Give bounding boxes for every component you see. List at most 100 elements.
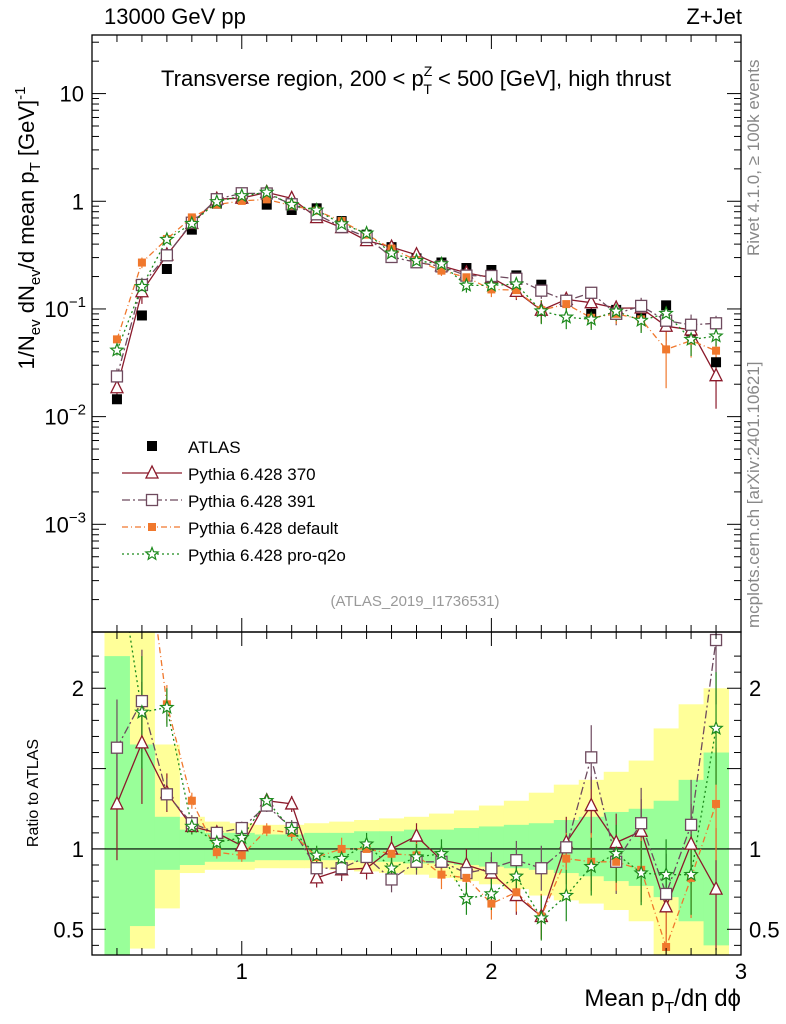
ratio-marker-3 (458, 890, 475, 906)
main-marker-3 (583, 311, 599, 326)
legend-marker (144, 545, 160, 561)
main-marker-3 (308, 202, 325, 217)
ratio-marker-2 (462, 873, 471, 882)
ratio-marker-3 (583, 858, 599, 874)
ratio-marker-2 (187, 796, 196, 805)
main-marker-1 (110, 370, 124, 383)
main-line-0 (116, 191, 717, 388)
atlas-data-point (711, 357, 722, 368)
main-marker-1 (635, 299, 648, 313)
main-marker-2 (237, 196, 246, 205)
main-ytick-label: 10−1 (44, 294, 86, 322)
ratio-marker-3 (508, 868, 525, 883)
ratio-marker-1 (535, 862, 548, 875)
ratio-marker-2 (662, 942, 671, 951)
ratio-marker-2 (337, 844, 346, 853)
main-marker-3 (433, 255, 450, 271)
ratio-marker-3 (333, 850, 350, 866)
main-marker-1 (160, 249, 174, 262)
ratio-marker-3 (234, 829, 250, 845)
ratio-marker-3 (408, 848, 425, 864)
main-line-3 (116, 191, 717, 351)
ratio-marker-2 (237, 851, 246, 860)
ratio-marker-2 (362, 844, 371, 853)
atlas-data-point (186, 224, 197, 235)
ratio-marker-3 (134, 704, 150, 719)
main-marker-3 (383, 244, 400, 260)
ratio-marker-3 (558, 887, 575, 903)
ratio-marker-3 (533, 909, 550, 925)
energy-label: 13000 GeV pp (104, 4, 246, 29)
ratio-marker-0 (409, 827, 424, 842)
band-inner (179, 829, 205, 866)
main-marker-2 (462, 273, 471, 282)
ratio-marker-3 (358, 835, 375, 851)
main-marker-2 (112, 335, 121, 344)
main-marker-2 (487, 285, 496, 294)
atlas-data-point (136, 310, 147, 321)
ratio-marker-3 (683, 866, 699, 882)
legend-marker (145, 493, 159, 507)
ratio-series (109, 545, 724, 955)
main-marker-3 (558, 309, 575, 324)
main-marker-3 (458, 277, 475, 292)
main-ylabel: 1/Nev dNev/d mean pT [GeV]-1 (12, 87, 44, 370)
plot-title: Transverse region, 200 < pZ T < 500 [GeV]… (161, 63, 671, 97)
ratio-marker-0 (109, 795, 125, 810)
legend-marker (148, 523, 156, 531)
main-line-2 (116, 198, 717, 352)
xtick-label: 3 (735, 959, 747, 984)
main-marker-2 (437, 266, 446, 275)
ratio-marker-3 (708, 720, 724, 736)
ratio-marker-3 (283, 821, 300, 837)
main-frame (91, 34, 742, 633)
main-marker-3 (708, 327, 724, 343)
main-ytick-label: 10−3 (44, 509, 86, 537)
main-ytick-label: 1 (72, 189, 84, 214)
main-marker-2 (562, 300, 571, 309)
ratio-marker-2 (437, 870, 446, 879)
ratio-marker-3 (383, 860, 400, 875)
ratio-marker-1 (684, 818, 698, 831)
ratio-marker-1 (585, 751, 598, 764)
ratio-marker-3 (633, 864, 649, 880)
ratio-marker-3 (433, 845, 450, 861)
ratio-ytick-label-right: 2 (749, 676, 761, 701)
ratio-marker-3 (111, 545, 123, 557)
legend-label: Pythia 6.428 pro-q2o (188, 546, 346, 565)
ratio-marker-2 (387, 849, 396, 858)
ratio-marker-0 (234, 837, 249, 852)
analysis-id: (ATLAS_2019_I1736531) (330, 593, 499, 610)
legend-label: Pythia 6.428 391 (188, 492, 316, 511)
ratio-marker-3 (209, 834, 225, 850)
main-marker-0 (584, 294, 599, 309)
main-marker-0 (109, 379, 125, 394)
ratio-marker-3 (658, 866, 674, 882)
main-marker-3 (209, 193, 225, 209)
main-ytick-label: 10−2 (44, 402, 86, 430)
ratio-marker-2 (212, 848, 221, 857)
legend-item: Pythia 6.428 370 (122, 464, 316, 484)
legend-item: ATLAS (147, 438, 241, 457)
main-marker-3 (658, 305, 674, 321)
main-marker-3 (333, 215, 350, 231)
ratio-marker-1 (360, 850, 373, 864)
ratio-marker-3 (159, 699, 175, 715)
ratio-marker-1 (560, 841, 573, 854)
main-marker-1 (535, 284, 548, 297)
main-marker-1 (709, 317, 723, 330)
ratio-marker-1 (635, 817, 648, 830)
ratio-marker-0 (284, 795, 299, 810)
atlas-data-point (661, 300, 672, 311)
main-series (109, 183, 724, 409)
ratio-marker-1 (335, 862, 348, 875)
main-marker-3 (134, 278, 150, 294)
main-marker-3 (184, 215, 200, 231)
legend-item: Pythia 6.428 pro-q2o (122, 545, 346, 565)
main-marker-0 (708, 367, 724, 382)
ratio-marker-0 (659, 898, 674, 913)
ratio-ylabel: Ratio to ATLAS (25, 739, 42, 847)
main-marker-3 (408, 252, 425, 268)
main-marker-3 (533, 302, 550, 318)
